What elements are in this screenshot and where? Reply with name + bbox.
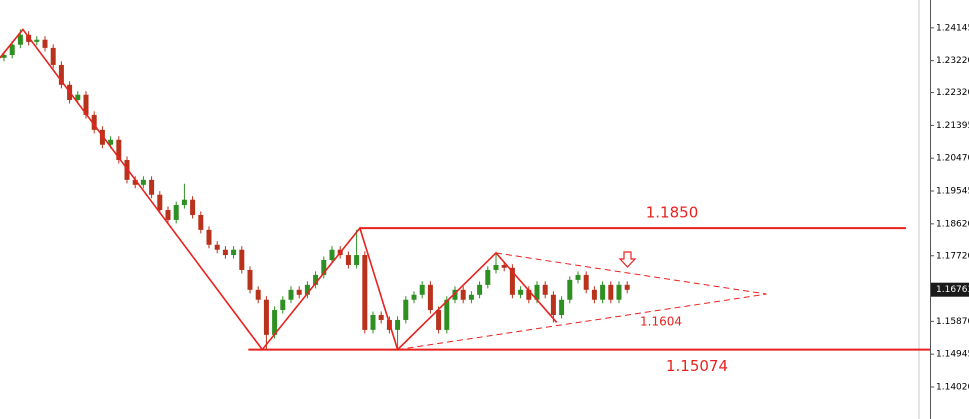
y-tick-label: 1.18620 xyxy=(936,219,969,229)
candle-body xyxy=(50,47,56,65)
candle-body xyxy=(206,229,212,245)
candle-body xyxy=(239,249,245,270)
candle-body xyxy=(288,289,294,300)
candle-body xyxy=(559,299,565,315)
candle-body xyxy=(280,299,286,311)
candle-body xyxy=(165,209,171,220)
candle-body xyxy=(526,289,532,300)
candle-body xyxy=(263,299,269,335)
candle-body xyxy=(518,289,524,295)
candle-body xyxy=(190,199,196,215)
triangle-upper xyxy=(495,252,767,295)
candle-body xyxy=(591,289,597,300)
candle-body xyxy=(198,214,204,230)
candle-body xyxy=(395,319,401,330)
candle-body xyxy=(231,249,237,256)
triangle-lower xyxy=(397,293,767,351)
candle-body xyxy=(34,39,40,42)
y-tick-label: 1.23220 xyxy=(936,56,969,66)
candle-body xyxy=(247,269,253,290)
candle-body xyxy=(42,39,48,48)
current-price-label: 1.16763 xyxy=(936,285,969,295)
candle-body xyxy=(75,94,81,101)
candle-body xyxy=(485,269,491,285)
y-tick-label: 1.14020 xyxy=(936,383,969,393)
candle-body xyxy=(477,284,483,295)
candle-body xyxy=(304,284,310,295)
candle-body xyxy=(600,284,606,300)
candle-body xyxy=(181,199,187,206)
candle-body xyxy=(83,94,89,115)
y-tick-label: 1.20470 xyxy=(936,154,969,164)
down-arrow xyxy=(618,251,637,268)
candle-body xyxy=(493,264,499,270)
candle-body xyxy=(444,299,450,330)
candle-body xyxy=(354,255,360,265)
triangle-label: 1.1604 xyxy=(640,315,682,329)
candle-body xyxy=(378,314,384,320)
candle-body xyxy=(222,249,228,256)
candle-body xyxy=(272,310,278,335)
current-price-box xyxy=(931,282,969,297)
candle-body xyxy=(583,274,589,290)
candle-body xyxy=(575,274,581,280)
candle-body xyxy=(427,284,433,311)
candle-body xyxy=(509,267,515,295)
candle-body xyxy=(345,255,351,265)
candle-body xyxy=(108,139,114,145)
candle-body xyxy=(58,64,64,85)
candle-body xyxy=(149,179,155,195)
candle-body xyxy=(9,44,15,55)
candle-body xyxy=(99,129,105,145)
candle-body xyxy=(321,260,327,275)
candle-body xyxy=(608,284,614,300)
candle-body xyxy=(419,284,425,295)
candle-body xyxy=(157,194,163,210)
candle-body xyxy=(173,205,179,220)
candle-body xyxy=(329,249,335,261)
y-tick-label: 1.14945 xyxy=(936,350,969,360)
candle-body xyxy=(255,289,261,300)
candle-body xyxy=(567,279,573,300)
candle-body xyxy=(550,294,556,315)
candle-body xyxy=(534,284,540,300)
candle-body xyxy=(403,299,409,320)
y-tick-label: 1.19545 xyxy=(936,187,969,197)
level-label: 1.15074 xyxy=(666,357,728,375)
y-tick-label: 1.21395 xyxy=(936,121,969,131)
candle-body xyxy=(452,289,458,300)
candle-body xyxy=(116,139,122,160)
candle-body xyxy=(1,54,7,58)
candle-body xyxy=(501,264,507,268)
candle-body xyxy=(460,289,466,300)
candle-body xyxy=(616,284,622,300)
y-tick-label: 1.22320 xyxy=(936,88,969,98)
candle-body xyxy=(370,314,376,330)
candle-body xyxy=(468,294,474,300)
candle-body xyxy=(542,284,548,295)
level-label: 1.1850 xyxy=(646,204,699,222)
candle-body xyxy=(91,114,97,130)
candle-body xyxy=(411,294,417,300)
candle-body xyxy=(214,244,220,250)
y-tick-label: 1.24145 xyxy=(936,23,969,33)
candle-body xyxy=(140,179,146,185)
candle-body xyxy=(296,289,302,295)
candle-body xyxy=(313,274,319,285)
y-tick-label: 1.15870 xyxy=(936,317,969,327)
y-tick-label: 1.17720 xyxy=(936,251,969,261)
candle-body xyxy=(132,179,138,185)
candle-body xyxy=(436,310,442,330)
candle-body xyxy=(624,284,630,290)
candle-body xyxy=(17,34,23,45)
candle-body xyxy=(362,255,368,330)
